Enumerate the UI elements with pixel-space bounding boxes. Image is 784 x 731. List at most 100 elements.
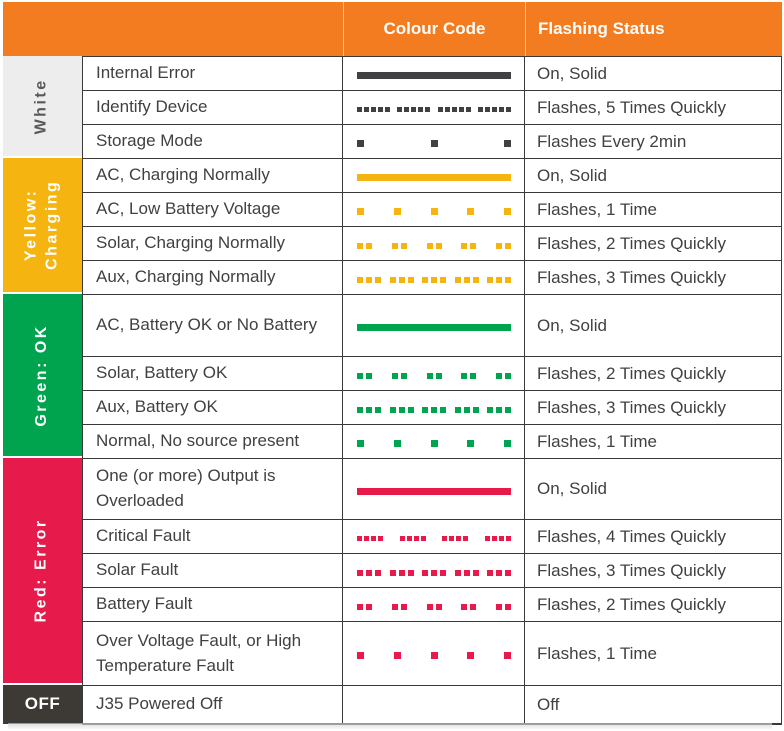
flashing-status: Flashes, 2 Times Quickly — [525, 227, 782, 260]
row-label: One (or more) Output is Overloaded — [82, 459, 343, 519]
table-row-ac-low-battery: AC, Low Battery Voltage Flashes, 1 Time — [82, 193, 782, 227]
colour-code-cell — [343, 588, 525, 621]
group-label-off: OFF — [3, 685, 82, 724]
colour-code-cell — [343, 159, 525, 192]
table-row-solar-charging: Solar, Charging Normally Flashes, 2 Time… — [82, 227, 782, 261]
page-bottom-shadow — [8, 723, 772, 729]
table-row-identify-device: Identify Device Flashes, 5 Times Quickly — [82, 91, 782, 125]
row-label: Solar, Battery OK — [82, 357, 343, 390]
table-row-solar-battery-ok: Solar, Battery OK Flashes, 2 Times Quick… — [82, 357, 782, 391]
row-label: AC, Low Battery Voltage — [82, 193, 343, 226]
flashing-status: On, Solid — [525, 295, 782, 356]
flashing-status: On, Solid — [525, 459, 782, 519]
row-label: Critical Fault — [82, 520, 343, 553]
table-row-storage-mode: Storage Mode Flashes Every 2min — [82, 125, 782, 159]
colour-code-pattern — [357, 536, 511, 541]
flashing-status: Flashes, 2 Times Quickly — [525, 357, 782, 390]
flashing-status: On, Solid — [525, 57, 782, 90]
colour-code-cell — [343, 295, 525, 356]
row-label: Normal, No source present — [82, 425, 343, 458]
table-row-solar-fault: Solar Fault Flashes, 3 Times Quickly — [82, 554, 782, 588]
colour-code-cell — [343, 622, 525, 685]
colour-code-pattern — [357, 440, 511, 447]
row-label: Storage Mode — [82, 125, 343, 158]
group-label-yellow-text: Yellow: Charging — [22, 179, 61, 271]
row-label: Over Voltage Fault, or High Temperature … — [82, 622, 343, 685]
row-label: Solar, Charging Normally — [82, 227, 343, 260]
header-flashing-status: Flashing Status — [525, 2, 782, 56]
table-header: Colour Code Flashing Status — [3, 2, 782, 56]
flashing-status: Flashes, 5 Times Quickly — [525, 91, 782, 124]
group-label-green-text: Green: OK — [33, 323, 51, 427]
colour-code-cell — [343, 193, 525, 226]
group-label-green-ok: Green: OK — [3, 294, 82, 458]
colour-code-pattern — [357, 487, 511, 495]
header-colour-code: Colour Code — [343, 2, 525, 56]
table-row-over-voltage-fault: Over Voltage Fault, or High Temperature … — [82, 622, 782, 686]
group-label-column: White Yellow: Charging Green: OK Red: Er… — [3, 56, 82, 725]
group-label-red-text: Red: Error — [33, 518, 51, 623]
flashing-status: Flashes, 2 Times Quickly — [525, 588, 782, 621]
row-label: AC, Battery OK or No Battery — [82, 295, 343, 356]
table-row-battery-fault: Battery Fault Flashes, 2 Times Quickly — [82, 588, 782, 622]
colour-code-pattern — [357, 242, 511, 249]
table-row-aux-battery-ok: Aux, Battery OK Flashes, 3 Times Quickly — [82, 391, 782, 425]
colour-code-pattern — [357, 406, 511, 413]
flashing-status: Off — [525, 686, 782, 723]
colour-code-cell — [343, 357, 525, 390]
colour-code-cell — [343, 57, 525, 90]
colour-code-cell — [343, 261, 525, 294]
group-label-red-error: Red: Error — [3, 458, 82, 685]
table-body: White Yellow: Charging Green: OK Red: Er… — [3, 56, 782, 725]
flashing-status: Flashes, 3 Times Quickly — [525, 554, 782, 587]
colour-code-pattern — [357, 652, 511, 659]
row-label: Internal Error — [82, 57, 343, 90]
row-label: Solar Fault — [82, 554, 343, 587]
flashing-status: On, Solid — [525, 159, 782, 192]
row-label: Identify Device — [82, 91, 343, 124]
row-label: J35 Powered Off — [82, 686, 343, 723]
header-spacer-description — [82, 2, 343, 56]
colour-code-pattern — [357, 72, 511, 79]
table-rows: Internal Error On, Solid Identify Device… — [82, 56, 782, 725]
flashing-status: Flashes, 3 Times Quickly — [525, 391, 782, 424]
table-row-ac-charging: AC, Charging Normally On, Solid — [82, 159, 782, 193]
colour-code-cell — [343, 554, 525, 587]
row-label: Aux, Battery OK — [82, 391, 343, 424]
colour-code-pattern — [357, 107, 511, 112]
colour-code-cell — [343, 686, 525, 723]
flashing-status: Flashes, 1 Time — [525, 193, 782, 226]
group-label-off-text: OFF — [24, 693, 61, 713]
row-label: Aux, Charging Normally — [82, 261, 343, 294]
colour-code-cell — [343, 91, 525, 124]
colour-code-pattern — [357, 603, 511, 610]
group-label-white-text: White — [33, 77, 51, 135]
table-row-critical-fault: Critical Fault Flashes, 4 Times Quickly — [82, 520, 782, 554]
colour-code-cell — [343, 520, 525, 553]
colour-code-cell — [343, 425, 525, 458]
colour-code-pattern — [357, 208, 511, 215]
table-row-aux-charging: Aux, Charging Normally Flashes, 3 Times … — [82, 261, 782, 295]
group-label-yellow-charging: Yellow: Charging — [3, 158, 82, 294]
flashing-status: Flashes Every 2min — [525, 125, 782, 158]
flashing-status: Flashes, 1 Time — [525, 622, 782, 685]
table-row-powered-off: J35 Powered Off Off — [82, 686, 782, 725]
table-row-ac-battery-ok: AC, Battery OK or No Battery On, Solid — [82, 295, 782, 357]
table-row-output-overloaded: One (or more) Output is Overloaded On, S… — [82, 459, 782, 520]
group-label-white: White — [3, 56, 82, 158]
colour-code-cell — [343, 459, 525, 519]
colour-code-pattern — [357, 569, 511, 576]
table-row-internal-error: Internal Error On, Solid — [82, 57, 782, 91]
colour-code-cell — [343, 391, 525, 424]
flashing-status: Flashes, 3 Times Quickly — [525, 261, 782, 294]
row-label: Battery Fault — [82, 588, 343, 621]
colour-code-pattern — [357, 372, 511, 379]
header-spacer-group — [3, 2, 82, 56]
colour-code-pattern — [357, 276, 511, 283]
flashing-status: Flashes, 4 Times Quickly — [525, 520, 782, 553]
colour-code-cell — [343, 227, 525, 260]
flashing-status: Flashes, 1 Time — [525, 425, 782, 458]
colour-code-pattern — [357, 174, 511, 181]
colour-code-pattern — [357, 140, 511, 147]
